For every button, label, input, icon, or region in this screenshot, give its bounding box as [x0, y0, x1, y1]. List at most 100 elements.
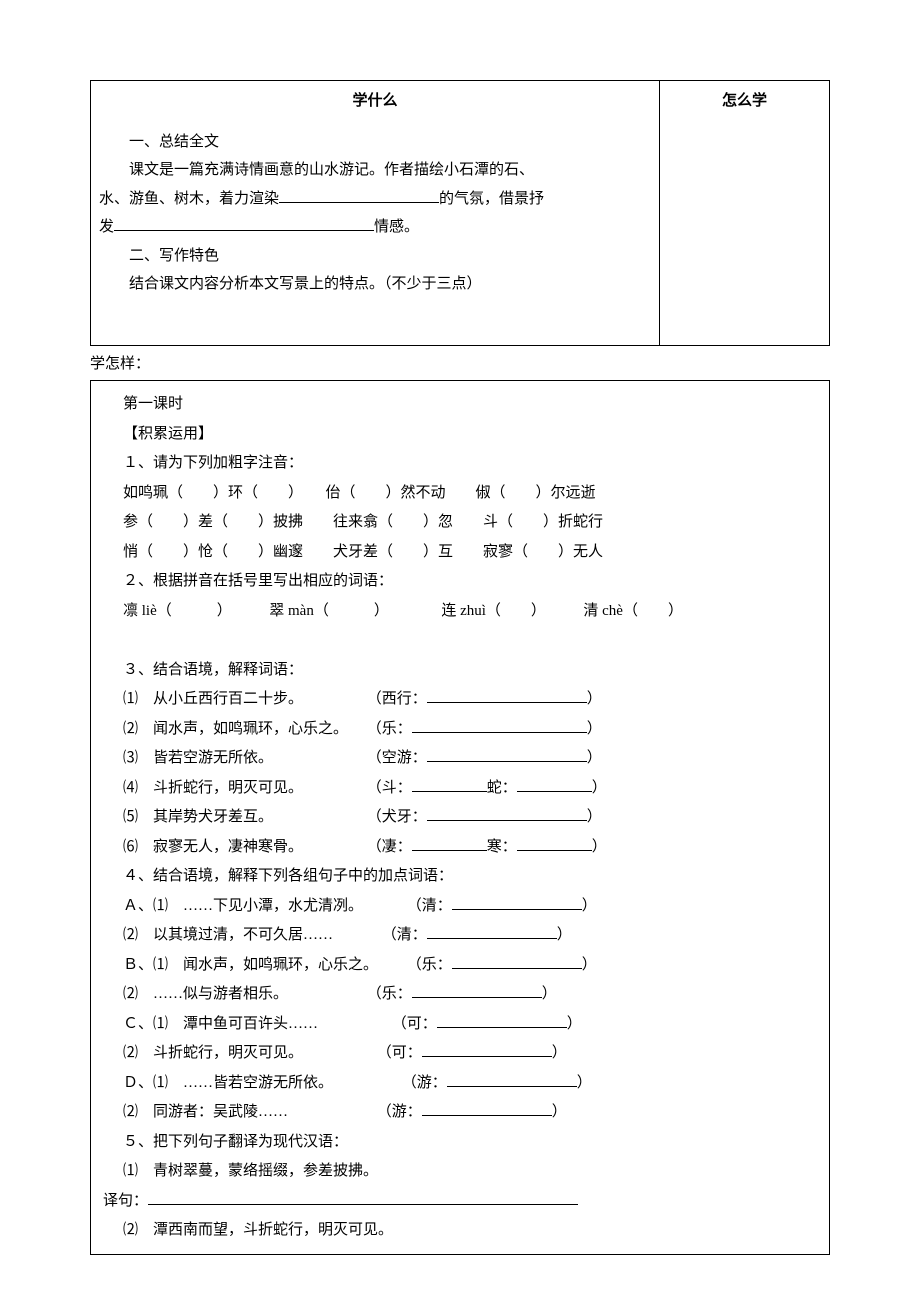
fill-blank[interactable] — [427, 746, 587, 763]
text: （可： — [392, 1016, 437, 1032]
q1-line3: 悄（ ）怆（ ）幽邃 犬牙差（ ）互 寂寥（ ）无人 — [123, 538, 817, 567]
text: ） — [552, 1045, 567, 1061]
q4: ４、结合语境，解释下列各组句子中的加点词语： — [123, 862, 817, 891]
text: （游： — [377, 1104, 422, 1120]
q2-line1: 凛 liè（ ） 翠 màn（ ） 连 zhuì（ ） 清 chè（ ） — [123, 597, 817, 626]
fill-blank[interactable] — [114, 215, 374, 232]
text: （游： — [402, 1075, 447, 1091]
text: ⑵ 闻水声，如鸣珮环，心乐之。 — [123, 715, 363, 744]
mid-label: 学怎样： — [90, 350, 830, 379]
fill-blank[interactable] — [517, 775, 592, 792]
text: Ｃ、⑴ 潭中鱼可百许头…… — [123, 1010, 388, 1039]
text: 的气氛，借景抒 — [439, 191, 544, 207]
q3-1: ⑴ 从小丘西行百二十步。 （西行： ） — [123, 685, 817, 714]
q5-2: ⑵ 潭西南而望，斗折蛇行，明灭可见。 — [123, 1216, 817, 1245]
q5: ５、把下列句子翻译为现代汉语： — [123, 1128, 817, 1157]
text: 蛇： — [487, 780, 517, 796]
exercise-table: 第一课时 【积累运用】 １、请为下列加粗字注音： 如鸣珮（ ）环（ ） 佁（ ）… — [90, 380, 830, 1255]
text: ） — [552, 1104, 567, 1120]
fill-blank[interactable] — [427, 687, 587, 704]
section2-title: 二、写作特色 — [99, 242, 651, 271]
section1-line2: 水、游鱼、树木，着力渲染 的气氛，借景抒 — [99, 185, 651, 214]
q2: ２、根据拼音在括号里写出相应的词语： — [123, 567, 817, 596]
text: （犬牙： — [367, 809, 427, 825]
fill-blank[interactable] — [422, 1100, 552, 1117]
text: 情感。 — [374, 219, 419, 235]
study-what-cell: 学什么 — [91, 81, 660, 122]
text: ） — [557, 927, 572, 943]
q3-6: ⑹ 寂寥无人，凄神寒骨。 （凄： 寒： ） — [123, 833, 817, 862]
header-left: 学什么 — [99, 87, 651, 116]
text: ⑵ ……似与游者相乐。 — [123, 980, 363, 1009]
text: （西行： — [367, 691, 427, 707]
q3: ３、结合语境，解释词语： — [123, 656, 817, 685]
q4-b2: ⑵ ……似与游者相乐。 （乐： ） — [123, 980, 817, 1009]
text: ） — [582, 898, 597, 914]
q4-a2: ⑵ 以其境过清，不可久居…… （清： ） — [123, 921, 817, 950]
text: （空游： — [367, 750, 427, 766]
header-right: 怎么学 — [668, 87, 821, 116]
study-what-table: 学什么 怎么学 一、总结全文 课文是一篇充满诗情画意的山水游记。作者描绘小石潭的… — [90, 80, 830, 346]
text: ⑴ 从小丘西行百二十步。 — [123, 685, 363, 714]
q1: １、请为下列加粗字注音： — [123, 449, 817, 478]
text: ⑶ 皆若空游无所依。 — [123, 744, 363, 773]
fill-blank[interactable] — [517, 834, 592, 851]
text: （乐： — [367, 986, 412, 1002]
text: 译句： — [103, 1193, 148, 1209]
text: ⑷ 斗折蛇行，明灭可见。 — [123, 774, 363, 803]
text: ⑹ 寂寥无人，凄神寒骨。 — [123, 833, 363, 862]
fill-blank[interactable] — [447, 1070, 577, 1087]
text: （可： — [377, 1045, 422, 1061]
text: （乐： — [407, 957, 452, 973]
fill-blank[interactable] — [452, 952, 582, 969]
text: （凄： — [367, 839, 412, 855]
text: Ｂ、⑴ 闻水声，如鸣珮环，心乐之。 — [123, 951, 403, 980]
fill-blank[interactable] — [422, 1041, 552, 1058]
fill-blank[interactable] — [427, 805, 587, 822]
fill-blank[interactable] — [412, 982, 542, 999]
fill-blank[interactable] — [279, 186, 439, 203]
q1-line1: 如鸣珮（ ）环（ ） 佁（ ）然不动 俶（ ）尔远逝 — [123, 479, 817, 508]
fill-blank[interactable] — [412, 775, 487, 792]
fill-blank[interactable] — [412, 834, 487, 851]
text: Ｄ、⑴ ……皆若空游无所依。 — [123, 1069, 398, 1098]
q4-d2: ⑵ 同游者：吴武陵…… （游：） — [123, 1098, 817, 1127]
text: Ａ、⑴ ……下见小潭，水尤清冽。 — [123, 892, 403, 921]
fill-blank[interactable] — [437, 1011, 567, 1028]
how-to-study-cell: 怎么学 — [660, 81, 830, 346]
q3-2: ⑵ 闻水声，如鸣珮环，心乐之。 （乐：） — [123, 715, 817, 744]
text: ） — [582, 957, 597, 973]
text: （清： — [382, 927, 427, 943]
text: ） — [587, 750, 602, 766]
fill-blank[interactable] — [412, 716, 587, 733]
exercise-cell: 第一课时 【积累运用】 １、请为下列加粗字注音： 如鸣珮（ ）环（ ） 佁（ ）… — [91, 381, 830, 1255]
text: ） — [577, 1075, 592, 1091]
q5-tr: 译句： — [103, 1187, 817, 1216]
section1-line3: 发 情感。 — [99, 213, 651, 242]
fill-blank[interactable] — [148, 1188, 578, 1205]
text: 发 — [99, 219, 114, 235]
text: ） — [587, 691, 602, 707]
text: ⑵ 以其境过清，不可久居…… — [123, 921, 378, 950]
text: ⑵ 斗折蛇行，明灭可见。 — [123, 1039, 373, 1068]
q4-a1: Ａ、⑴ ……下见小潭，水尤清冽。 （清：） — [123, 892, 817, 921]
text: 课文是一篇充满诗情画意的山水游记。作者描绘小石潭的石、 — [129, 162, 534, 178]
text: ⑸ 其岸势犬牙差互。 — [123, 803, 363, 832]
lesson-title: 第一课时 — [123, 390, 817, 419]
fill-blank[interactable] — [452, 893, 582, 910]
text: ） — [587, 721, 602, 737]
text: ） — [542, 986, 557, 1002]
fill-blank[interactable] — [427, 923, 557, 940]
section2-body: 结合课文内容分析本文写景上的特点。（不少于三点） — [99, 270, 651, 299]
text: ） — [592, 780, 607, 796]
blank-line — [123, 626, 817, 655]
text: 寒： — [487, 839, 517, 855]
study-what-body: 一、总结全文 课文是一篇充满诗情画意的山水游记。作者描绘小石潭的石、 水、游鱼、… — [91, 122, 660, 346]
q4-b1: Ｂ、⑴ 闻水声，如鸣珮环，心乐之。 （乐： ） — [123, 951, 817, 980]
section1-title: 一、总结全文 — [99, 128, 651, 157]
q4-d1: Ｄ、⑴ ……皆若空游无所依。 （游： ） — [123, 1069, 817, 1098]
text: ） — [587, 809, 602, 825]
text: 水、游鱼、树木，着力渲染 — [99, 191, 279, 207]
q3-5: ⑸ 其岸势犬牙差互。 （犬牙： ） — [123, 803, 817, 832]
text: ） — [592, 839, 607, 855]
